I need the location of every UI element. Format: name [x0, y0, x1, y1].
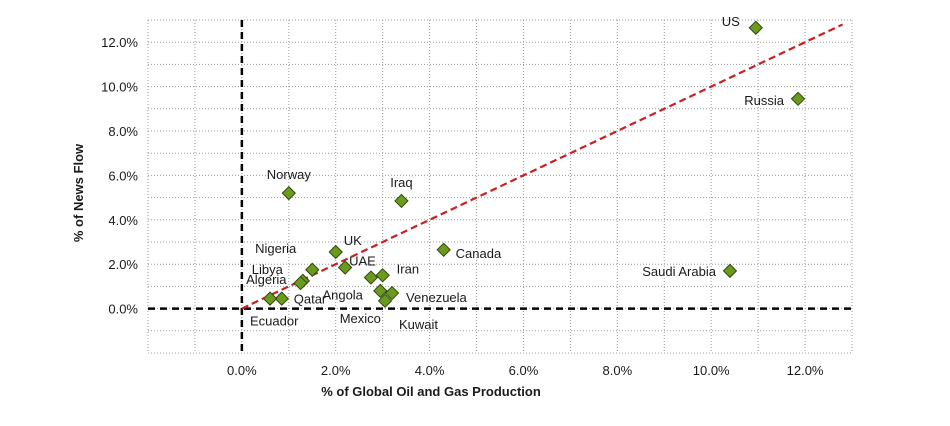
- x-tick-label: 0.0%: [227, 363, 257, 378]
- point-label: Libya: [252, 262, 284, 277]
- y-tick-label: 2.0%: [108, 257, 138, 272]
- point-label: Angola: [322, 288, 363, 303]
- data-point-marker: [375, 268, 390, 283]
- tick-labels: 0.0% 2.0% 4.0% 6.0% 8.0% 10.0% 12.0% 0.0% 2.0% 4.…: [101, 35, 824, 378]
- point-label: Russia: [744, 93, 785, 108]
- y-tick-label: 0.0%: [108, 302, 138, 317]
- data-point-marker: [790, 91, 806, 107]
- point-label: Nigeria: [255, 241, 297, 256]
- x-tick-label: 8.0%: [603, 363, 633, 378]
- x-tick-label: 10.0%: [693, 363, 730, 378]
- point-label: Venezuela: [406, 290, 467, 305]
- point-label: Canada: [456, 246, 502, 261]
- data-point-marker: [722, 263, 738, 279]
- y-axis-title: % of News Flow: [71, 143, 86, 242]
- data-point-marker: [293, 275, 308, 291]
- data-point-marker: [363, 270, 379, 285]
- trendline-layer: [241, 23, 844, 310]
- x-tick-label: 4.0%: [415, 363, 445, 378]
- gridlines: [147, 19, 853, 354]
- data-point-marker: [262, 291, 278, 306]
- data-point-marker: [436, 242, 451, 257]
- data-point-marker: [337, 260, 353, 275]
- data-point-marker: [281, 185, 297, 201]
- x-tick-label: 6.0%: [509, 363, 539, 378]
- point-label: UK: [344, 233, 362, 248]
- data-point-marker: [748, 20, 763, 35]
- point-label: Qatar: [294, 292, 327, 307]
- x-axis-title: % of Global Oil and Gas Production: [321, 384, 541, 399]
- x-tick-label: 2.0%: [321, 363, 351, 378]
- data-point-marker: [274, 291, 289, 306]
- point-label: Ecuador: [250, 314, 299, 329]
- point-label: Algeria: [246, 272, 287, 287]
- point-label: UAE: [349, 254, 376, 269]
- y-tick-label: 10.0%: [101, 80, 138, 95]
- point-label: Kuwait: [399, 317, 438, 332]
- point-label: US: [722, 14, 740, 29]
- trendline: [241, 23, 844, 310]
- point-label: Norway: [267, 167, 312, 182]
- reference-lines: [148, 20, 852, 353]
- data-point-marker: [305, 262, 320, 277]
- data-points: [262, 20, 806, 309]
- data-point-marker: [394, 193, 409, 209]
- y-tick-label: 4.0%: [108, 213, 138, 228]
- y-tick-label: 6.0%: [108, 168, 138, 183]
- data-point-marker: [328, 244, 343, 260]
- point-label: Iraq: [390, 175, 412, 190]
- point-label: Saudi Arabia: [642, 264, 716, 279]
- x-tick-label: 12.0%: [787, 363, 824, 378]
- point-label: Mexico: [340, 311, 381, 326]
- data-point-marker: [373, 283, 388, 299]
- point-label: Iran: [397, 261, 419, 276]
- y-tick-label: 8.0%: [108, 124, 138, 139]
- data-point-marker: [377, 293, 393, 309]
- y-tick-label: 12.0%: [101, 35, 138, 50]
- point-labels: US Russia Saudi Arabia Norway Iraq Canada UK Ni…: [246, 14, 785, 332]
- data-point-marker: [384, 285, 400, 301]
